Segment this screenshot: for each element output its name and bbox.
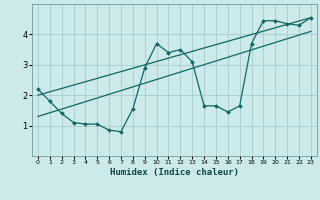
X-axis label: Humidex (Indice chaleur): Humidex (Indice chaleur) — [110, 168, 239, 177]
